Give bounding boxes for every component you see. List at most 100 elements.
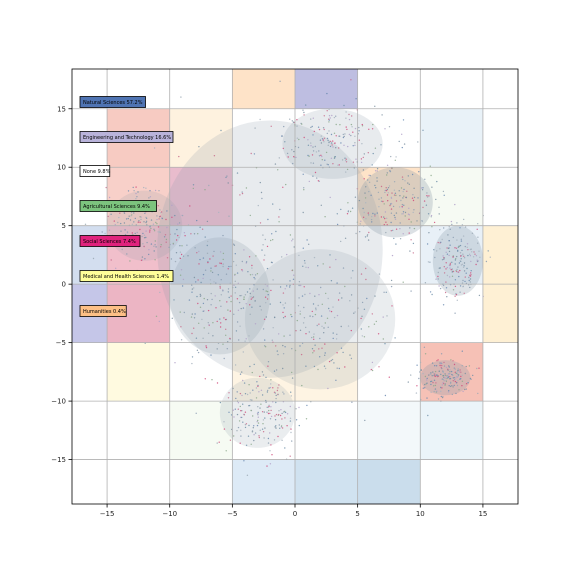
scatter-point [345, 117, 347, 119]
scatter-point [338, 164, 340, 166]
scatter-point [262, 288, 264, 291]
scatter-point [193, 327, 195, 329]
scatter-point [354, 311, 356, 313]
scatter-point [325, 151, 328, 154]
scatter-point [332, 337, 334, 340]
scatter-point [350, 294, 353, 296]
x-tick-label: −5 [227, 510, 237, 518]
scatter-point [408, 183, 410, 185]
scatter-point [310, 145, 312, 147]
scatter-point [443, 376, 445, 378]
scatter-point [226, 348, 228, 350]
scatter-point [350, 277, 352, 279]
scatter-point [233, 435, 235, 437]
scatter-point [217, 274, 219, 276]
scatter-point [222, 265, 224, 268]
scatter-point [260, 191, 263, 194]
scatter-point [138, 220, 140, 222]
scatter-point [370, 194, 372, 196]
scatter-point [411, 197, 414, 199]
scatter-point [236, 430, 238, 432]
scatter-point [290, 391, 292, 393]
scatter-point [402, 233, 404, 235]
scatter-point [297, 305, 300, 307]
scatter-point [277, 387, 279, 389]
scatter-point [334, 156, 336, 158]
scatter-point [430, 383, 432, 386]
scatter-point [449, 382, 452, 385]
scatter-point [453, 367, 455, 369]
scatter-point [342, 351, 344, 354]
scatter-point [442, 370, 444, 372]
scatter-point [249, 399, 252, 401]
scatter-point [466, 267, 468, 270]
scatter-point [438, 370, 440, 372]
scatter-point [244, 340, 246, 342]
scatter-point [312, 352, 314, 354]
scatter-point [449, 372, 451, 375]
scatter-point [336, 314, 339, 317]
scatter-point [145, 221, 147, 224]
scatter-point [335, 123, 337, 126]
scatter-point [372, 212, 374, 215]
scatter-point [442, 378, 445, 381]
scatter-point [301, 384, 303, 387]
scatter-point [146, 241, 148, 244]
x-tick-label: 10 [416, 510, 425, 518]
scatter-point [376, 180, 378, 182]
scatter-point [207, 332, 210, 334]
scatter-point [155, 246, 157, 248]
scatter-point [429, 291, 432, 293]
scatter-point [234, 253, 236, 255]
scatter-point [451, 373, 453, 376]
scatter-point [241, 371, 243, 373]
scatter-point [454, 247, 456, 249]
scatter-point [220, 129, 222, 132]
scatter-point [327, 387, 329, 390]
scatter-point [252, 427, 254, 429]
scatter-point [202, 277, 204, 280]
scatter-point [371, 313, 373, 315]
scatter-point [328, 141, 330, 143]
scatter-point [282, 391, 284, 393]
scatter-point [158, 218, 160, 220]
scatter-point [314, 344, 316, 346]
scatter-point [451, 270, 454, 273]
scatter-point [120, 222, 122, 225]
scatter-point [380, 200, 383, 202]
scatter-point [215, 307, 217, 309]
scatter-point [207, 240, 209, 243]
scatter-point [335, 379, 337, 381]
scatter-point [389, 204, 391, 207]
scatter-point [338, 367, 340, 370]
scatter-point [318, 155, 321, 157]
scatter-point [302, 109, 304, 111]
scatter-point [459, 285, 462, 287]
scatter-point [459, 378, 461, 380]
scatter-point [238, 301, 241, 304]
scatter-point [351, 207, 354, 209]
scatter-point [344, 133, 346, 135]
scatter-point [105, 186, 107, 189]
scatter-point [264, 345, 266, 347]
scatter-point [432, 381, 434, 384]
density-cluster [219, 377, 295, 448]
scatter-point [323, 365, 326, 367]
scatter-point [427, 261, 430, 263]
scatter-point [228, 392, 230, 394]
scatter-point [124, 229, 126, 231]
scatter-point [227, 291, 229, 293]
scatter-point [165, 241, 167, 243]
scatter-point [289, 417, 292, 419]
scatter-point [166, 257, 169, 259]
category-cell [420, 401, 483, 460]
scatter-point [340, 347, 343, 349]
scatter-point [374, 295, 376, 297]
scatter-point [203, 297, 205, 300]
scatter-point [241, 416, 243, 419]
scatter-point [303, 306, 305, 309]
scatter-point [433, 373, 435, 375]
scatter-point [455, 247, 458, 249]
scatter-point [477, 242, 479, 244]
scatter-point [321, 347, 323, 349]
